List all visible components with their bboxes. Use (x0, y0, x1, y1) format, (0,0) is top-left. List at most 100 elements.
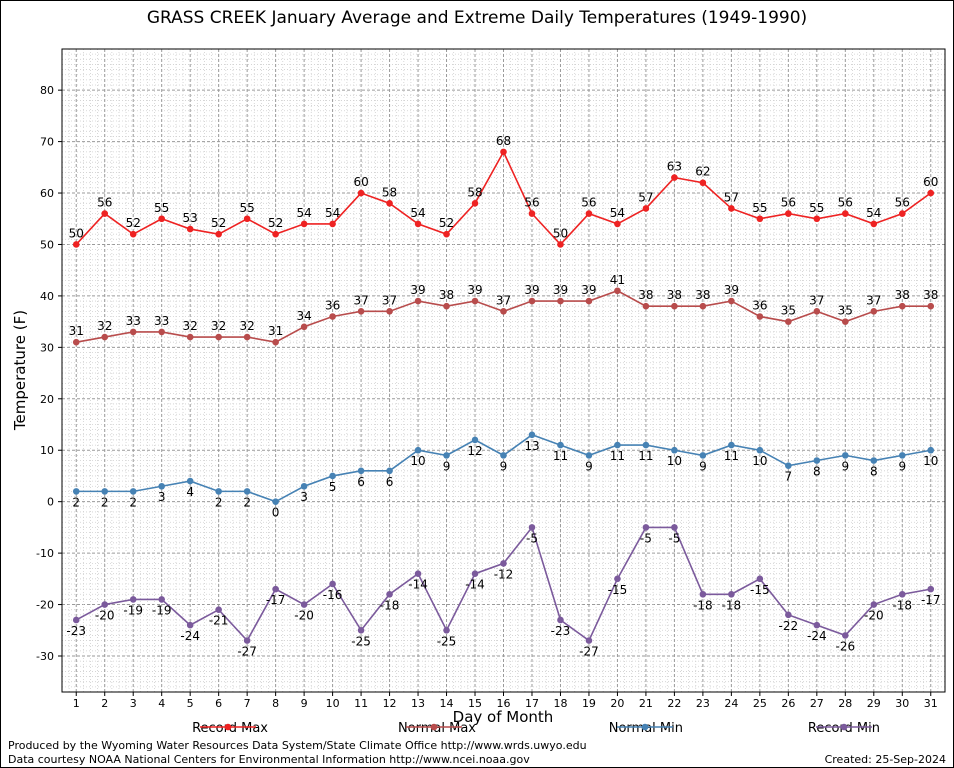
data-point (443, 302, 450, 310)
data-label: 31 (69, 324, 84, 338)
data-point (785, 462, 792, 469)
data-label: 2 (243, 495, 251, 509)
data-point (72, 488, 80, 495)
x-tick-label: 6 (215, 697, 222, 710)
data-label: 32 (97, 319, 112, 333)
x-tick-label: 17 (525, 697, 539, 710)
data-point (898, 210, 906, 217)
series-normal-min: 2 2 2 3 4 2 2 0 3 5 6 6 10 9 12 9 13 11 9 11 11 10 9 11 10 7 8 9 8 9 1… (72, 431, 938, 520)
data-label: 56 (524, 196, 539, 210)
data-label: 11 (610, 449, 625, 463)
x-tick-label: 23 (696, 697, 710, 710)
data-point (842, 210, 849, 217)
data-point (300, 220, 308, 228)
data-point (101, 333, 109, 341)
data-point (329, 472, 336, 480)
data-point (215, 488, 222, 495)
data-point (642, 441, 650, 449)
data-label: 8 (870, 465, 878, 479)
data-point (101, 601, 109, 608)
y-tick-label: -30 (36, 650, 54, 663)
data-label: 38 (667, 288, 682, 302)
data-point (101, 488, 109, 495)
data-label: 53 (183, 211, 198, 225)
data-label: 60 (353, 175, 368, 189)
x-tick-label: 14 (440, 697, 454, 710)
x-tick-label: 15 (468, 697, 482, 710)
y-tick-label: 80 (40, 84, 54, 97)
data-label: 52 (126, 216, 141, 230)
legend-label: Normal Max (397, 721, 476, 736)
data-point (927, 446, 935, 454)
data-label: 68 (496, 134, 511, 148)
data-point (386, 590, 393, 598)
data-label: -27 (237, 645, 257, 659)
data-label: -26 (836, 639, 856, 653)
data-point (898, 302, 906, 310)
x-tick-label: 29 (867, 697, 881, 710)
data-label: 56 (581, 196, 596, 210)
data-label: 32 (211, 319, 226, 333)
data-point (870, 601, 878, 608)
y-tick-label: 70 (40, 136, 54, 149)
data-point (585, 210, 593, 217)
data-point (585, 637, 593, 644)
data-label: 11 (638, 449, 653, 463)
data-label: 56 (97, 196, 112, 210)
data-point (471, 570, 479, 577)
data-point (243, 215, 251, 223)
data-point (414, 220, 422, 228)
y-tick-label: 20 (40, 393, 54, 406)
data-label: 55 (752, 201, 767, 215)
x-tick-label: 20 (610, 697, 624, 710)
series-record-max: 50 56 52 55 53 52 55 52 54 54 60 58 54 52 58 68 56 50 56 54… (69, 134, 938, 248)
data-point (215, 333, 222, 341)
data-point (870, 220, 878, 228)
data-label: 55 (809, 201, 824, 215)
data-label: -20 (294, 609, 314, 623)
data-label: 37 (866, 293, 881, 307)
data-label: 50 (553, 226, 568, 240)
data-label: 60 (923, 175, 938, 189)
data-label: 2 (72, 495, 80, 509)
data-point (272, 498, 279, 505)
legend-item: Record Max (192, 721, 268, 736)
data-point (585, 297, 593, 305)
data-label: 41 (610, 273, 625, 287)
data-point (642, 205, 650, 212)
data-label: 2 (129, 495, 137, 509)
data-label: 55 (154, 201, 169, 215)
data-label: -5 (526, 531, 538, 545)
footer-credit-line1: Produced by the Wyoming Water Resources … (8, 739, 587, 752)
data-label: 54 (296, 206, 311, 220)
data-point (471, 200, 479, 207)
x-axis-label: Day of Month (453, 708, 554, 726)
x-tick-label: 8 (272, 697, 279, 710)
data-label: 32 (183, 319, 198, 333)
data-point (471, 297, 479, 305)
data-point (129, 328, 137, 336)
x-tick-label: 22 (667, 697, 681, 710)
x-tick-label: 7 (244, 697, 251, 710)
data-label: -18 (693, 598, 713, 612)
y-tick-label: -10 (36, 547, 54, 560)
data-point (243, 333, 251, 341)
x-tick-label: 24 (724, 697, 738, 710)
grid-lines (62, 48, 945, 693)
y-tick-label: 30 (40, 341, 54, 354)
data-label: 10 (923, 454, 938, 468)
x-tick-label: 4 (158, 697, 165, 710)
data-label: -25 (437, 634, 457, 648)
data-point (557, 297, 564, 305)
data-label: 37 (496, 293, 511, 307)
data-label: 55 (240, 201, 255, 215)
x-tick-label: 19 (582, 697, 596, 710)
data-label: 39 (467, 283, 482, 297)
data-point (642, 302, 650, 310)
data-label: 63 (667, 160, 682, 174)
data-label: -20 (864, 609, 884, 623)
data-point (813, 621, 821, 629)
